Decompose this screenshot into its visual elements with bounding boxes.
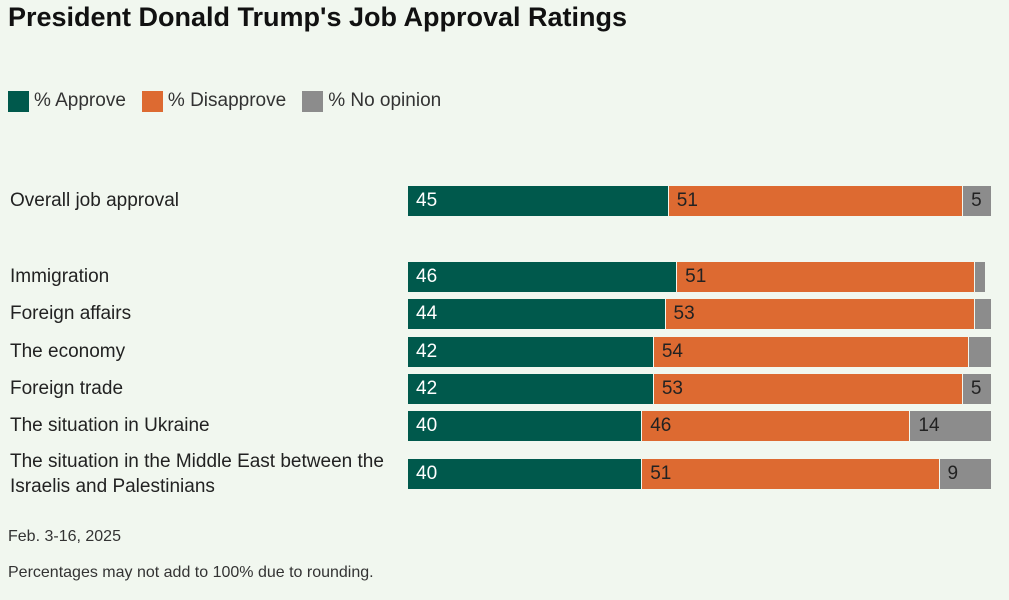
bar-approve-value: 42	[416, 341, 438, 362]
bar-disapprove: 54	[652, 337, 968, 367]
row-label: The situation in Ukraine	[10, 415, 210, 436]
legend-item-disapprove: % Disapprove	[141, 90, 287, 112]
bar-approve-value: 40	[416, 415, 438, 436]
bar-disapprove: 51	[676, 262, 974, 292]
bar-disapprove: 51	[667, 186, 963, 216]
bar-no-opinion-value: 9	[947, 463, 959, 484]
row-label: Foreign trade	[10, 378, 124, 399]
bar-disapprove-value: 46	[650, 415, 672, 436]
bar-disapprove-value: 51	[685, 266, 707, 287]
bar-disapprove-value: 54	[661, 341, 683, 362]
bar-disapprove: 53	[664, 299, 974, 329]
bar-disapprove: 51	[641, 459, 939, 489]
bar-no-opinion-value: 5	[971, 190, 982, 211]
bar-approve-value: 46	[416, 266, 438, 287]
bar-no-opinion: 5	[961, 374, 991, 404]
footer-note: Percentages may not add to 100% due to r…	[8, 564, 374, 581]
bar-disapprove-value: 51	[676, 190, 698, 211]
legend-label-approve: % Approve	[34, 90, 126, 111]
legend-label-no-opinion: % No opinion	[328, 90, 442, 111]
legend: % Approve % Disapprove % No opinion	[8, 90, 457, 112]
bar-approve: 44	[408, 299, 665, 329]
legend-swatch-no-opinion	[302, 90, 324, 112]
bar-disapprove-value: 51	[650, 463, 672, 484]
bar-approve: 42	[408, 337, 653, 367]
row-label: Foreign affairs	[10, 303, 132, 324]
bar-approve: 40	[408, 411, 642, 441]
legend-label-disapprove: % Disapprove	[167, 90, 287, 111]
bar-no-opinion	[973, 299, 991, 329]
bar-approve-value: 40	[416, 463, 438, 484]
bar-approve: 40	[408, 459, 642, 489]
row-label: The situation in the Middle East between…	[10, 451, 384, 497]
chart-title: President Donald Trump's Job Approval Ra…	[8, 2, 628, 32]
legend-swatch-disapprove	[141, 90, 163, 112]
bar-approve-value: 45	[416, 190, 438, 211]
bar-approve: 46	[408, 262, 677, 292]
bar-approve-value: 42	[416, 378, 438, 399]
bar-approve: 42	[408, 374, 653, 404]
row-label: The economy	[10, 341, 126, 362]
bar-disapprove: 46	[641, 411, 910, 441]
footer-date: Feb. 3-16, 2025	[8, 528, 121, 545]
bar-approve: 45	[408, 186, 668, 216]
legend-item-approve: % Approve	[8, 90, 126, 112]
legend-item-no-opinion: % No opinion	[302, 90, 441, 112]
legend-swatch-approve	[8, 90, 29, 112]
bar-no-opinion-value: 5	[970, 378, 982, 399]
bar-disapprove-value: 53	[673, 303, 695, 324]
bar-no-opinion	[973, 262, 986, 292]
bar-no-opinion	[967, 337, 991, 367]
bar-no-opinion: 9	[938, 459, 991, 489]
bar-no-opinion: 14	[909, 411, 991, 441]
bar-no-opinion: 5	[962, 186, 991, 216]
bar-disapprove: 53	[652, 374, 962, 404]
row-label: Immigration	[10, 266, 110, 287]
bar-approve-value: 44	[416, 303, 438, 324]
bar-no-opinion-value: 14	[918, 415, 940, 436]
row-label: Overall job approval	[10, 190, 179, 211]
bar-disapprove-value: 53	[661, 378, 683, 399]
